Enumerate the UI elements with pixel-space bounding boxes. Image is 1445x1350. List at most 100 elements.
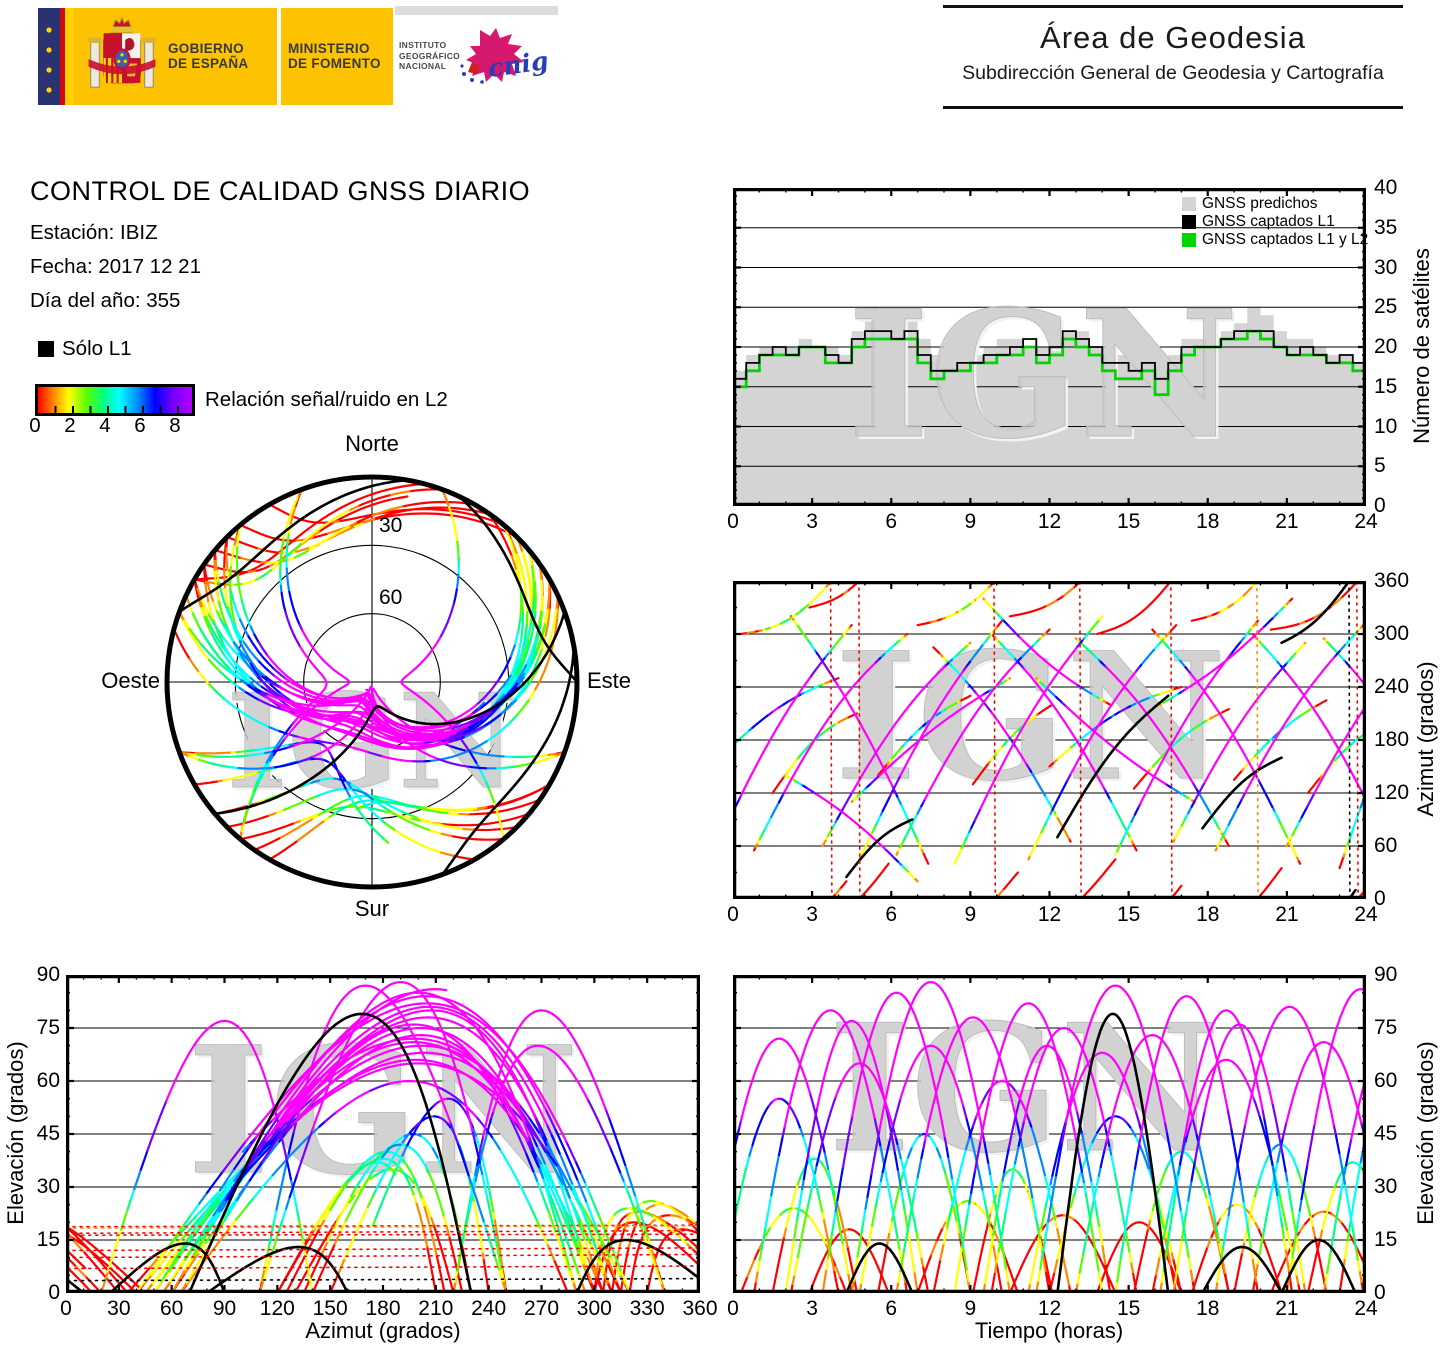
elev-az-x-tick: 60 (159, 1297, 184, 1320)
elev-az-x-tick: 240 (471, 1297, 507, 1320)
colorbar-label: Relación señal/ruido en L2 (205, 388, 448, 411)
colorbar-tick-4: 4 (99, 414, 111, 437)
colorbar-tick-0: 0 (29, 414, 41, 437)
elev-time-y-tick: 0 (1374, 1281, 1386, 1304)
flag-navy-band (38, 8, 60, 105)
azimuth-x-tick: 24 (1354, 903, 1378, 926)
sat-count-x-tick: 3 (806, 510, 818, 533)
colorbar-tick-2: 2 (64, 414, 76, 437)
station-label: Estación: IBIZ (30, 221, 158, 244)
elev-time-y-tick: 60 (1374, 1069, 1398, 1092)
elev-time-x-tick: 21 (1275, 1297, 1299, 1320)
azimuth-x-tick: 15 (1116, 903, 1141, 926)
elev-az-y-tick: 15 (36, 1228, 60, 1251)
header-rule-top (943, 5, 1403, 8)
sat-count-y-tick: 35 (1374, 215, 1398, 239)
sat-count-y-tick: 0 (1374, 494, 1386, 517)
block-divider (277, 8, 281, 105)
ministerio-label: MINISTERIO DE FOMENTO (288, 41, 381, 71)
captados-l1-label: GNSS captados L1 (1202, 213, 1335, 230)
predichos-label: GNSS predichos (1202, 195, 1318, 212)
colorbar-tick-6: 6 (134, 414, 146, 437)
elev-az-x-tick: 300 (576, 1297, 612, 1320)
azimuth-y-tick: 240 (1374, 675, 1410, 698)
elev-time-y-tick: 90 (1374, 963, 1398, 986)
elev-time-xtitle: Tiempo (horas) (974, 1318, 1124, 1343)
ign-watermark: IGN (838, 618, 1229, 823)
sat-count-y-tick: 5 (1374, 454, 1386, 478)
snr-colorbar (35, 384, 195, 416)
sat-count-x-tick: 24 (1354, 510, 1378, 533)
captados-l1l2-label: GNSS captados L1 y L2 (1202, 231, 1369, 248)
elev-time-x-tick: 3 (806, 1297, 818, 1320)
elev-az-y-tick: 90 (36, 963, 60, 986)
azimuth-y-tick: 180 (1374, 728, 1410, 751)
predichos-swatch (1182, 197, 1196, 211)
elev-time-x-tick: 18 (1196, 1297, 1220, 1320)
area-subtitle: Subdirección General de Geodesia y Carto… (962, 62, 1384, 84)
elev-az-x-tick: 90 (212, 1297, 237, 1320)
solo-l1-label: Sólo L1 (62, 337, 132, 360)
elev-az-y-tick: 60 (36, 1069, 60, 1092)
elev-time-x-tick: 0 (727, 1297, 739, 1320)
gobierno-label: GOBIERNO DE ESPAÑA (168, 41, 249, 71)
elev-az-x-tick: 30 (107, 1297, 131, 1320)
sat-count-y-tick: 15 (1374, 374, 1398, 398)
azimuth-y-tick: 60 (1374, 834, 1398, 857)
sat-count-x-tick: 12 (1037, 510, 1062, 533)
sat-count-x-tick: 21 (1275, 510, 1299, 533)
elev-az-x-tick: 0 (60, 1297, 72, 1320)
elev-az-y-tick: 75 (36, 1016, 60, 1039)
solo-l1-swatch (38, 341, 54, 357)
azimuth-x-tick: 12 (1037, 903, 1062, 926)
sat-count-y-tick: 20 (1374, 335, 1398, 358)
skyplot-west-label: Oeste (101, 668, 160, 693)
skyplot-ring60-label: 60 (379, 586, 403, 609)
flag-stars-icon (46, 27, 52, 93)
header-rule-bottom (943, 106, 1403, 109)
azimuth-x-tick: 18 (1196, 903, 1220, 926)
skyplot-north-label: Norte (345, 431, 399, 456)
skyplot-east-label: Este (587, 668, 632, 693)
elev-az-x-tick: 180 (365, 1297, 401, 1320)
instituto-label: INSTITUTO GEOGRÁFICO NACIONAL (399, 40, 461, 71)
azimuth-y-tick: 0 (1374, 887, 1386, 910)
elev-az-x-tick: 330 (629, 1297, 665, 1320)
azimuth-x-tick: 0 (727, 903, 739, 926)
flag-red-band (60, 8, 65, 105)
elev-time-y-tick: 15 (1374, 1228, 1398, 1251)
elev-az-y-tick: 0 (48, 1281, 60, 1304)
sat-count-y-tick: 30 (1374, 255, 1398, 279)
elev-az-x-tick: 210 (418, 1297, 454, 1320)
azimuth-x-tick: 9 (964, 903, 977, 926)
elev-time-x-tick: 9 (964, 1297, 977, 1320)
captados-l1-swatch (1182, 215, 1196, 229)
elev-time-y-tick: 75 (1374, 1016, 1398, 1039)
azimuth-x-tick: 21 (1275, 903, 1299, 926)
sat-count-x-tick: 6 (885, 510, 898, 533)
elev-az-y-tick: 30 (36, 1175, 60, 1198)
colorbar-tick-8: 8 (169, 414, 181, 437)
sat-count-y-tick: 10 (1374, 414, 1398, 438)
cnig-logo-icon (460, 28, 524, 84)
page-title: CONTROL DE CALIDAD GNSS DIARIO (30, 176, 531, 206)
ign-watermark: IGN (848, 273, 1239, 478)
elev-az-y-tick: 45 (36, 1122, 60, 1145)
legend-gnss-captados-l1: GNSS captados L1 (1182, 213, 1335, 231)
azimuth-x-tick: 6 (885, 903, 898, 926)
sat-count-y-tick: 40 (1374, 176, 1398, 199)
sat-count-x-tick: 18 (1196, 510, 1220, 533)
sat-count-x-tick: 0 (727, 510, 739, 533)
azimuth-y-tick: 300 (1374, 622, 1410, 645)
skyplot-ring30-label: 30 (379, 514, 403, 537)
sat-count-y-tick: 25 (1374, 295, 1398, 319)
colorbar-ticks (54, 406, 179, 413)
date-label: Fecha: 2017 12 21 (30, 255, 201, 278)
elev-az-x-tick: 150 (312, 1297, 348, 1320)
captados-l1l2-swatch (1182, 233, 1196, 247)
skyplot-south-label: Sur (354, 896, 390, 921)
ign-watermark: IGN (851, 276, 1242, 481)
